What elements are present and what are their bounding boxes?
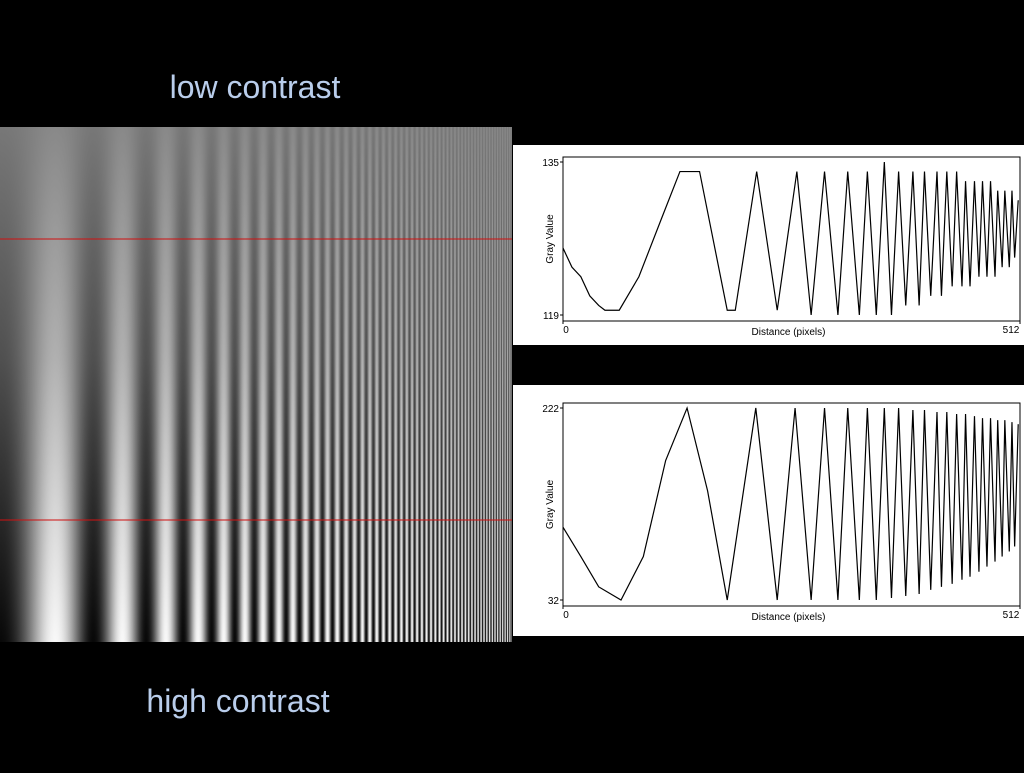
- x-axis-label: Distance (pixels): [752, 612, 826, 623]
- y-tick-label: 135: [542, 158, 559, 169]
- y-tick-label: 119: [543, 311, 559, 322]
- grating-image: [0, 127, 512, 642]
- x-tick-label: 0: [563, 325, 569, 336]
- data-line: [562, 406, 1019, 601]
- y-tick-label: 222: [542, 404, 559, 415]
- y-axis-label: Gray Value: [545, 214, 556, 264]
- y-tick-label: 32: [548, 596, 560, 607]
- plot-frame: [562, 156, 1021, 322]
- x-tick-label: 512: [1003, 325, 1020, 336]
- x-tick-label: 0: [563, 610, 569, 621]
- plot-panel: [513, 145, 1024, 345]
- y-axis-label: Gray Value: [545, 479, 556, 529]
- top-caption: low contrast: [170, 69, 341, 105]
- bottom-caption: high contrast: [146, 683, 329, 719]
- data-line: [562, 161, 1019, 316]
- x-tick-label: 512: [1003, 610, 1020, 621]
- x-axis-label: Distance (pixels): [752, 327, 826, 338]
- plot-frame: [562, 402, 1021, 607]
- contrast-fade: [0, 127, 512, 642]
- plot-panel: [513, 385, 1024, 636]
